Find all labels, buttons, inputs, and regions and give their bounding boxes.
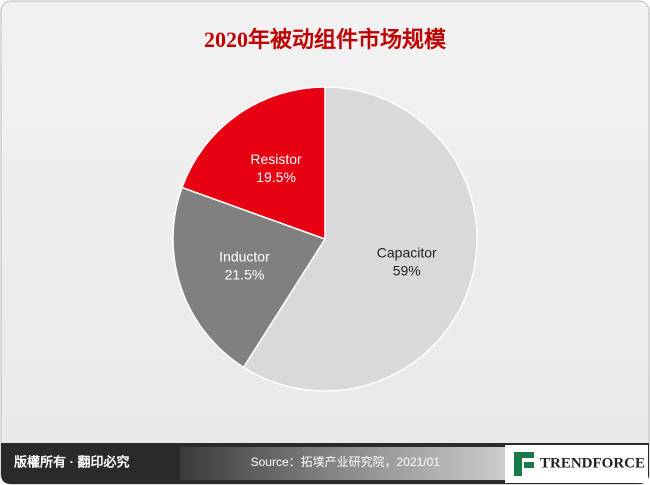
pie-slice	[181, 86, 326, 241]
logo-icon	[514, 452, 534, 476]
chart-title: 2020年被动组件市场规模	[204, 27, 447, 52]
slice-value: 19.5%	[256, 169, 296, 185]
pie: Capacitor 59% Inductor 21.5% Resistor 19.5%	[172, 86, 478, 392]
slice-name: Capacitor	[377, 244, 437, 260]
slice-value: 59%	[393, 262, 421, 278]
copyright: 版權所有 · 翻印必究	[14, 454, 130, 469]
source: Source：拓墣产业研究院，2021/01	[251, 454, 441, 469]
pie-slice	[172, 186, 327, 369]
slice-name: Resistor	[250, 151, 302, 167]
logo-text: TRENDFORCE	[540, 455, 645, 471]
source-band	[180, 447, 510, 480]
pie-slice	[242, 86, 478, 392]
slice-name: Inductor	[219, 248, 270, 264]
slice-value: 21.5%	[225, 266, 265, 282]
